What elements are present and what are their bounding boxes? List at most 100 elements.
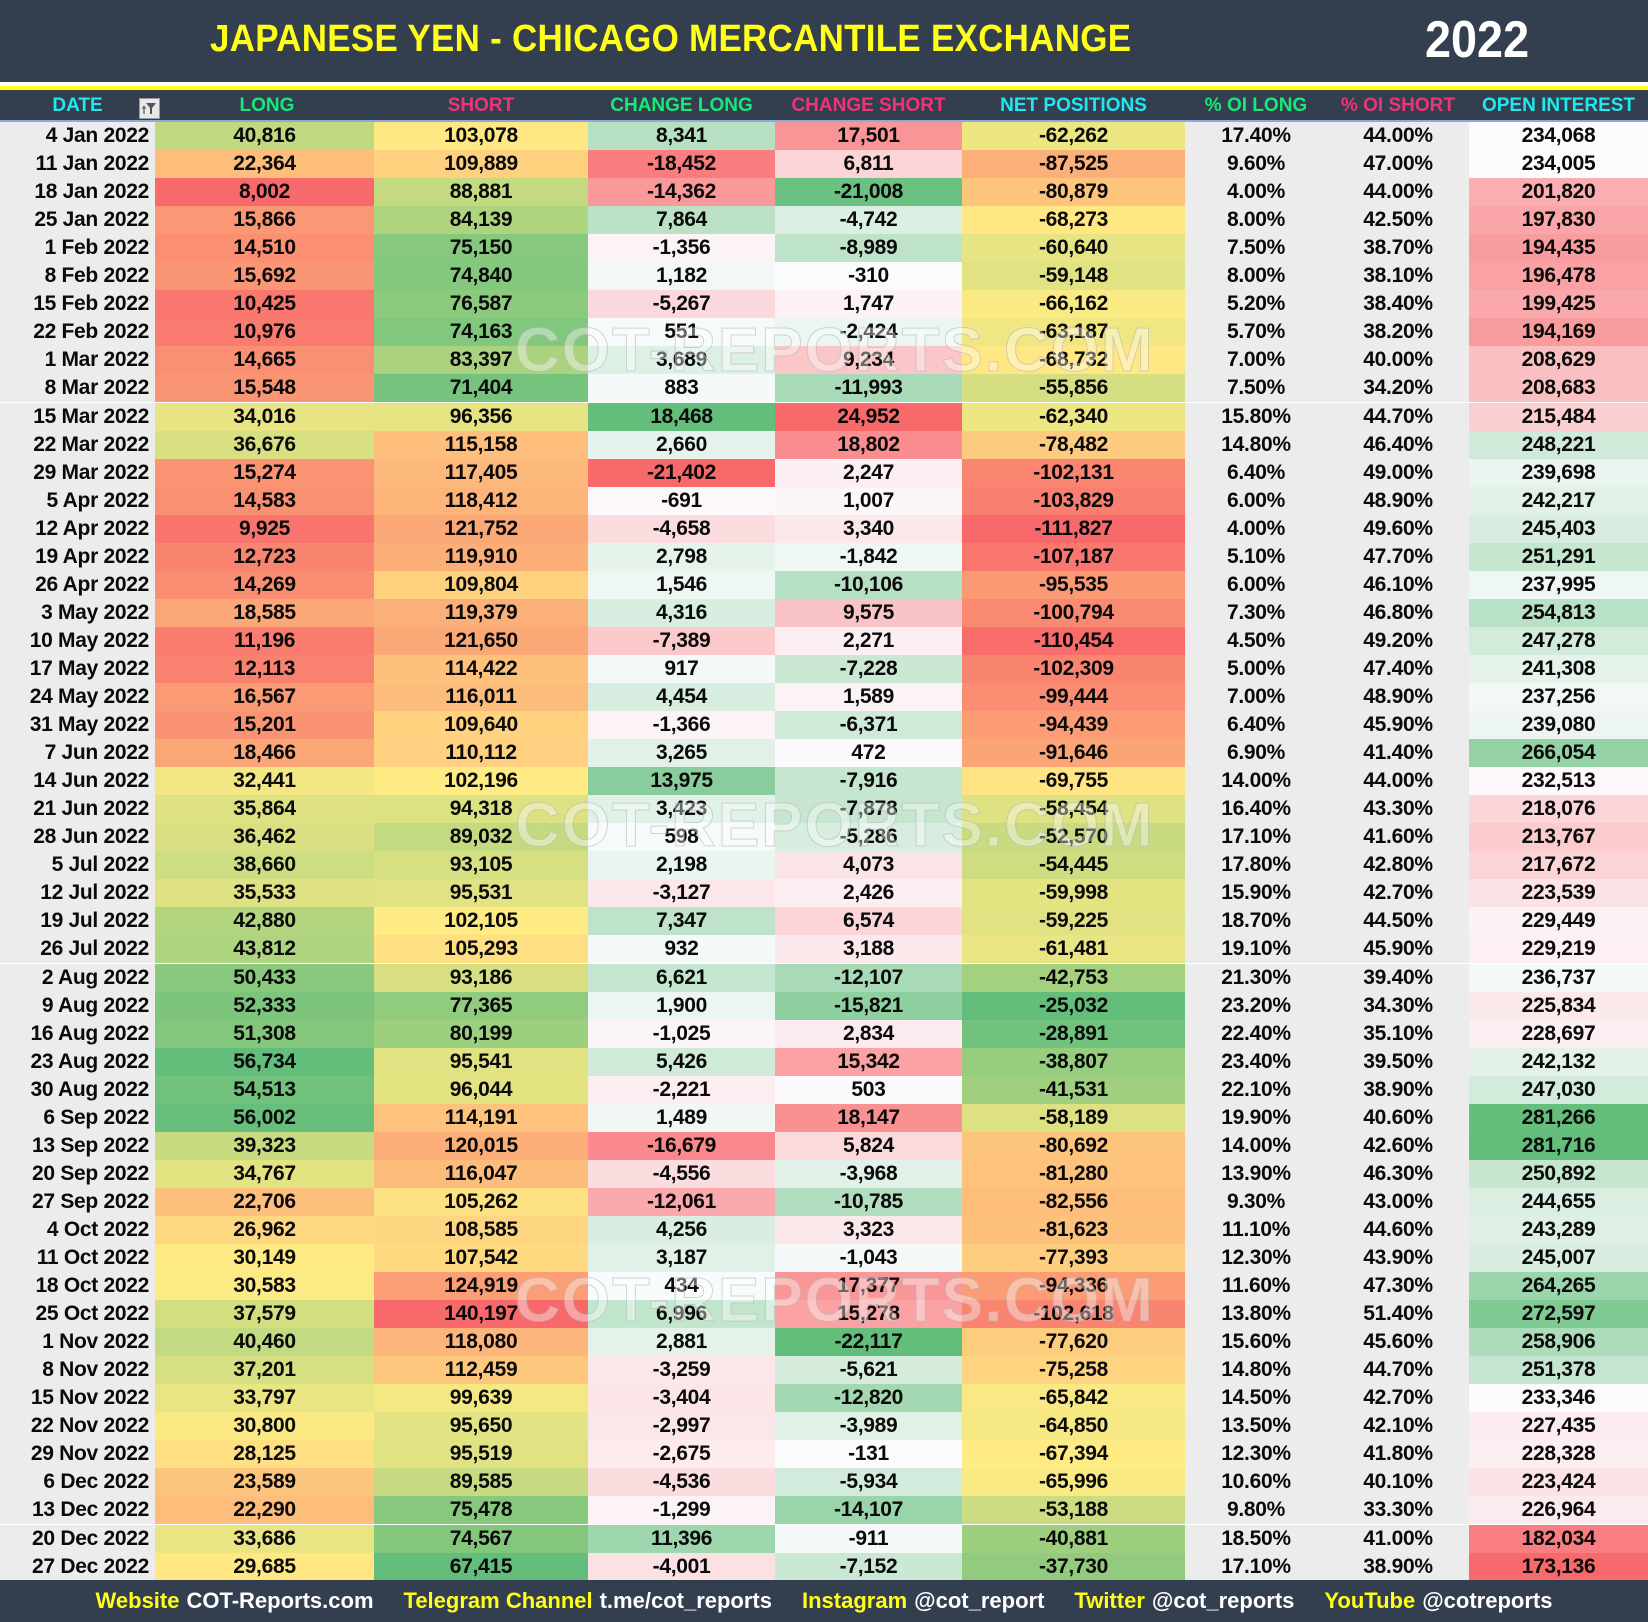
col-header-pct-oi-long[interactable]: % OI LONG (1204, 95, 1308, 116)
open-interest-cell: 251,378 (1469, 1356, 1648, 1385)
change-long-cell: 11,396 (588, 1524, 775, 1553)
pct-oi-long-cell: 21.30% (1185, 963, 1327, 992)
open-interest-cell: 208,629 (1469, 346, 1648, 375)
long-cell: 14,269 (155, 570, 374, 599)
change-long-cell: 3,689 (588, 346, 775, 375)
change-short-cell: 472 (775, 739, 962, 768)
long-cell: 15,274 (155, 458, 374, 487)
filter-sort-button[interactable] (139, 98, 160, 119)
table-row: 31 May 2022 15,201 109,640 -1,366 -6,371 -94,… (0, 711, 1648, 740)
net-positions-cell: -102,309 (962, 654, 1185, 683)
change-long-cell: 13,975 (588, 767, 775, 796)
open-interest-cell: 243,289 (1469, 1215, 1648, 1244)
year-label: 2022 (1425, 11, 1530, 69)
pct-oi-long-cell: 8.00% (1185, 262, 1327, 291)
date-cell: 19 Apr 2022 (0, 542, 155, 571)
long-cell: 35,533 (155, 879, 374, 908)
pct-oi-short-cell: 42.80% (1327, 851, 1469, 880)
pct-oi-short-cell: 40.10% (1327, 1468, 1469, 1497)
col-header-net-positions[interactable]: NET POSITIONS (1000, 95, 1147, 116)
net-positions-cell: -28,891 (962, 1019, 1185, 1048)
open-interest-cell: 272,597 (1469, 1300, 1648, 1329)
long-cell: 15,201 (155, 711, 374, 740)
open-interest-cell: 225,834 (1469, 991, 1648, 1020)
pct-oi-short-cell: 42.70% (1327, 879, 1469, 908)
open-interest-cell: 234,068 (1469, 122, 1648, 150)
open-interest-cell: 218,076 (1469, 795, 1648, 824)
net-positions-cell: -110,454 (962, 626, 1185, 655)
change-short-cell: -2,424 (775, 318, 962, 347)
net-positions-cell: -25,032 (962, 991, 1185, 1020)
open-interest-cell: 237,995 (1469, 570, 1648, 599)
open-interest-cell: 241,308 (1469, 654, 1648, 683)
change-long-cell: -12,061 (588, 1187, 775, 1216)
pct-oi-long-cell: 14.00% (1185, 767, 1327, 796)
footer-instagram[interactable]: Instagram @cot_report (802, 1588, 1045, 1613)
date-cell: 23 Aug 2022 (0, 1047, 155, 1076)
col-header-short[interactable]: SHORT (447, 95, 515, 116)
change-long-cell: 7,347 (588, 907, 775, 936)
change-long-cell: 6,996 (588, 1300, 775, 1329)
date-cell: 6 Sep 2022 (0, 1103, 155, 1132)
long-cell: 30,149 (155, 1244, 374, 1272)
change-long-cell: 551 (588, 318, 775, 347)
pct-oi-long-cell: 13.50% (1185, 1412, 1327, 1441)
long-cell: 26,962 (155, 1215, 374, 1244)
net-positions-cell: -41,531 (962, 1075, 1185, 1104)
col-header-change-short[interactable]: CHANGE SHORT (791, 95, 946, 116)
net-positions-cell: -64,850 (962, 1412, 1185, 1441)
net-positions-cell: -55,856 (962, 374, 1185, 403)
pct-oi-long-cell: 10.60% (1185, 1468, 1327, 1497)
open-interest-cell: 245,403 (1469, 514, 1648, 543)
table-row: 8 Nov 2022 37,201 112,459 -3,259 -5,621 -75,2… (0, 1356, 1648, 1385)
footer-youtube[interactable]: YouTube @cotreports (1324, 1588, 1553, 1613)
short-cell: 103,078 (374, 122, 588, 150)
change-long-cell: 3,187 (588, 1244, 775, 1272)
col-header-pct-oi-short[interactable]: % OI SHORT (1340, 95, 1455, 116)
long-cell: 10,425 (155, 290, 374, 319)
short-cell: 75,150 (374, 234, 588, 263)
change-short-cell: -1,043 (775, 1244, 962, 1272)
long-cell: 12,113 (155, 654, 374, 683)
date-cell: 17 May 2022 (0, 654, 155, 683)
short-cell: 102,196 (374, 767, 588, 796)
net-positions-cell: -103,829 (962, 486, 1185, 515)
date-cell: 1 Mar 2022 (0, 346, 155, 375)
change-long-cell: 2,198 (588, 851, 775, 880)
col-header-open-interest[interactable]: OPEN INTEREST (1481, 95, 1636, 116)
footer-website[interactable]: Website COT-Reports.com (95, 1588, 374, 1613)
col-header-change-long[interactable]: CHANGE LONG (610, 95, 753, 116)
footer-twitter[interactable]: Twitter @cot_reports (1074, 1588, 1295, 1613)
date-cell: 1 Nov 2022 (0, 1328, 155, 1357)
col-header-long[interactable]: LONG (239, 95, 295, 116)
pct-oi-short-cell: 45.90% (1327, 711, 1469, 740)
table-row: 29 Mar 2022 15,274 117,405 -21,402 2,247 -102… (0, 458, 1648, 487)
pct-oi-long-cell: 15.60% (1185, 1328, 1327, 1357)
change-long-cell: 4,256 (588, 1215, 775, 1244)
pct-oi-long-cell: 19.90% (1185, 1103, 1327, 1132)
date-cell: 15 Nov 2022 (0, 1384, 155, 1413)
change-short-cell: -10,106 (775, 570, 962, 599)
open-interest-cell: 247,278 (1469, 626, 1648, 655)
table-row: 25 Jan 2022 15,866 84,139 7,864 -4,742 -68,27… (0, 206, 1648, 235)
pct-oi-long-cell: 17.10% (1185, 823, 1327, 852)
change-short-cell: -21,008 (775, 178, 962, 207)
open-interest-cell: 194,169 (1469, 318, 1648, 347)
net-positions-cell: -78,482 (962, 430, 1185, 459)
open-interest-cell: 215,484 (1469, 402, 1648, 431)
pct-oi-long-cell: 12.30% (1185, 1244, 1327, 1272)
footer-telegram[interactable]: Telegram Channel t.me/cot_reports (403, 1588, 772, 1613)
pct-oi-long-cell: 15.90% (1185, 879, 1327, 908)
date-cell: 19 Jul 2022 (0, 907, 155, 936)
open-interest-cell: 237,256 (1469, 683, 1648, 711)
date-cell: 30 Aug 2022 (0, 1075, 155, 1104)
open-interest-cell: 242,217 (1469, 486, 1648, 515)
table-row: 15 Nov 2022 33,797 99,639 -3,404 -12,820 -65,… (0, 1384, 1648, 1413)
change-short-cell: 18,802 (775, 430, 962, 459)
change-short-cell: 1,589 (775, 683, 962, 711)
change-long-cell: -2,997 (588, 1412, 775, 1441)
pct-oi-short-cell: 44.70% (1327, 1356, 1469, 1385)
pct-oi-long-cell: 11.60% (1185, 1272, 1327, 1301)
net-positions-cell: -94,439 (962, 711, 1185, 740)
change-short-cell: -10,785 (775, 1187, 962, 1216)
